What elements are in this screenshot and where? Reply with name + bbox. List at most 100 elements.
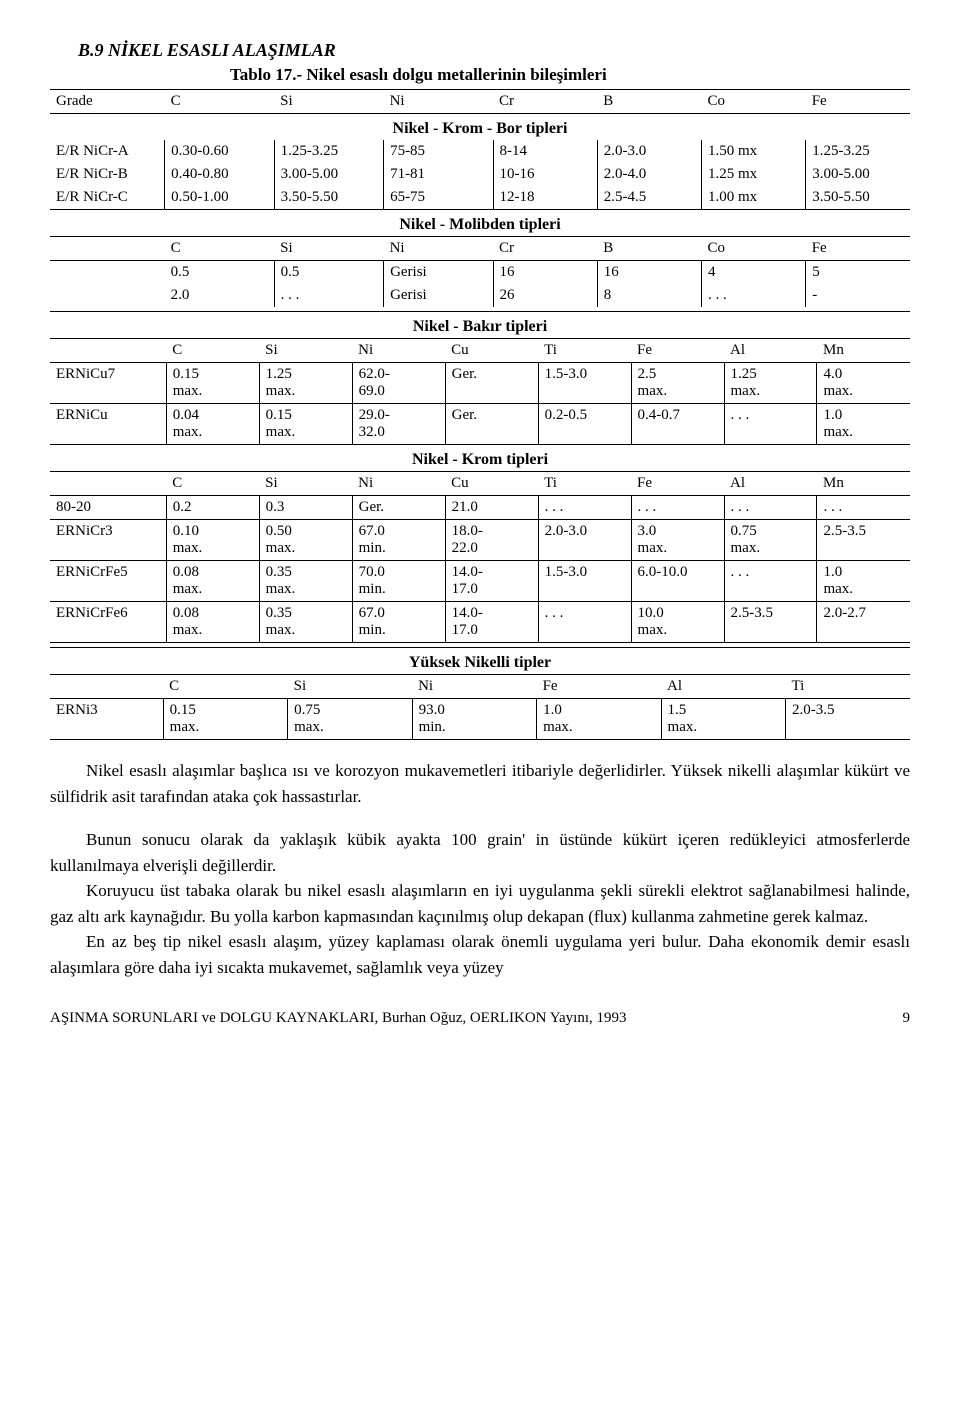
table-cell: ERNiCr3 xyxy=(50,520,166,561)
section-C-rows: ERNiCu70.15max.1.25max.62.0-69.0Ger.1.5-… xyxy=(50,363,910,445)
table-cell: 16 xyxy=(493,261,597,285)
table-cell: . . . xyxy=(538,602,631,643)
page-number: 9 xyxy=(903,1010,911,1027)
section-C-table: Nikel - Bakır tipleri CSiNiCuTiFeAlMn ER… xyxy=(50,311,910,643)
table-cell: 1.25-3.25 xyxy=(274,140,383,163)
table-cell: 2.0 xyxy=(165,284,274,307)
table-cell: ERNiCrFe5 xyxy=(50,561,166,602)
table-cell: 14.0-17.0 xyxy=(445,561,538,602)
table-cell: 0.5 xyxy=(165,261,274,285)
column-header: Ti xyxy=(786,675,911,699)
table-cell: 3.00-5.00 xyxy=(274,163,383,186)
column-header: Co xyxy=(701,237,805,261)
section-title: Nikel - Bakır tipleri xyxy=(50,312,910,339)
table-cell: 0.15max. xyxy=(166,363,259,404)
table-cell: 12-18 xyxy=(493,186,597,210)
table-cell: 1.25 mx xyxy=(701,163,805,186)
column-header: Ni xyxy=(352,339,445,363)
table-row: 80-200.20.3Ger.21.0. . .. . .. . .. . . xyxy=(50,496,910,520)
section-D-rows: 80-200.20.3Ger.21.0. . .. . .. . .. . .E… xyxy=(50,496,910,643)
body-paragraph: Bunun sonucu olarak da yaklaşık kübik ay… xyxy=(50,827,910,878)
table-cell: 29.0-32.0 xyxy=(352,404,445,445)
header-row: CSiNiFeAlTi xyxy=(50,675,910,699)
column-header: Ti xyxy=(538,472,631,496)
table-cell: ERNiCu xyxy=(50,404,166,445)
table-cell: . . . xyxy=(724,496,817,520)
table-cell: 0.75max. xyxy=(288,699,412,740)
column-header: Ni xyxy=(412,675,536,699)
table-cell: 0.4-0.7 xyxy=(631,404,724,445)
table-cell: 1.5max. xyxy=(661,699,785,740)
table-cell: Ger. xyxy=(352,496,445,520)
page-footer: AŞINMA SORUNLARI ve DOLGU KAYNAKLARI, Bu… xyxy=(50,1010,910,1027)
column-header: Mn xyxy=(817,339,910,363)
table-cell: 26 xyxy=(493,284,597,307)
table-cell: Ger. xyxy=(445,363,538,404)
table-cell: 2.0-3.0 xyxy=(597,140,701,163)
column-header: Ni xyxy=(352,472,445,496)
table-cell: 0.50-1.00 xyxy=(165,186,274,210)
table-cell: 75-85 xyxy=(384,140,493,163)
table-cell: - xyxy=(806,284,910,307)
table-cell: 1.00 mx xyxy=(701,186,805,210)
column-header: Fe xyxy=(806,90,910,114)
table-cell: 0.50max. xyxy=(259,520,352,561)
table-title: Tablo 17.- Nikel esaslı dolgu metallerin… xyxy=(230,65,910,85)
column-header: Fe xyxy=(631,339,724,363)
table-cell: 1.0max. xyxy=(537,699,661,740)
composition-table: GradeCSiNiCrBCoFe Nikel - Krom - Bor tip… xyxy=(50,89,910,307)
table-cell: 1.0max. xyxy=(817,404,910,445)
section-title: Nikel - Krom tipleri xyxy=(50,445,910,472)
table-row: ERNi30.15max.0.75max.93.0min.1.0max.1.5m… xyxy=(50,699,910,740)
column-header: Ti xyxy=(538,339,631,363)
table-cell: 10.0max. xyxy=(631,602,724,643)
table-cell: Gerisi xyxy=(384,284,493,307)
table-cell: 0.5 xyxy=(274,261,383,285)
table-cell: . . . xyxy=(631,496,724,520)
column-header: C xyxy=(166,472,259,496)
table-cell: E/R NiCr-C xyxy=(50,186,165,210)
table-cell: . . . xyxy=(701,284,805,307)
table-cell: 2.5-4.5 xyxy=(597,186,701,210)
table-cell: 2.0-4.0 xyxy=(597,163,701,186)
table-cell: . . . xyxy=(724,404,817,445)
table-cell: 1.0max. xyxy=(817,561,910,602)
column-header xyxy=(50,339,166,363)
table-cell: 8-14 xyxy=(493,140,597,163)
column-header: B xyxy=(597,237,701,261)
section-title: Nikel - Krom - Bor tipleri xyxy=(50,114,910,141)
table-cell: 5 xyxy=(806,261,910,285)
table-cell: 3.0max. xyxy=(631,520,724,561)
header-row: CSiNiCrBCoFe xyxy=(50,237,910,261)
table-cell: 2.5max. xyxy=(631,363,724,404)
column-header: Al xyxy=(724,472,817,496)
footer-citation: AŞINMA SORUNLARI ve DOLGU KAYNAKLARI, Bu… xyxy=(50,1010,627,1027)
table-cell: 1.50 mx xyxy=(701,140,805,163)
table-cell: 70.0min. xyxy=(352,561,445,602)
table-cell: E/R NiCr-B xyxy=(50,163,165,186)
table-cell: 62.0-69.0 xyxy=(352,363,445,404)
column-header: Co xyxy=(701,90,805,114)
table-cell: 1.25-3.25 xyxy=(806,140,910,163)
table-row: ERNiCu70.15max.1.25max.62.0-69.0Ger.1.5-… xyxy=(50,363,910,404)
table-cell xyxy=(50,284,165,307)
table-cell: Ger. xyxy=(445,404,538,445)
column-header: Si xyxy=(288,675,412,699)
table-cell: ERNiCu7 xyxy=(50,363,166,404)
table-cell: 2.0-3.0 xyxy=(538,520,631,561)
column-header: C xyxy=(165,90,274,114)
table-cell: 21.0 xyxy=(445,496,538,520)
table-cell: 1.5-3.0 xyxy=(538,363,631,404)
table-cell: 3.50-5.50 xyxy=(274,186,383,210)
table-row: E/R NiCr-B0.40-0.803.00-5.0071-8110-162.… xyxy=(50,163,910,186)
table-cell: 8 xyxy=(597,284,701,307)
table-cell xyxy=(50,261,165,285)
table-cell: . . . xyxy=(724,561,817,602)
table-cell: 16 xyxy=(597,261,701,285)
column-header: Fe xyxy=(806,237,910,261)
table-row: E/R NiCr-A0.30-0.601.25-3.2575-858-142.0… xyxy=(50,140,910,163)
table-cell: 6.0-10.0 xyxy=(631,561,724,602)
table-cell: 4.0max. xyxy=(817,363,910,404)
column-header: C xyxy=(166,339,259,363)
column-header: C xyxy=(163,675,287,699)
